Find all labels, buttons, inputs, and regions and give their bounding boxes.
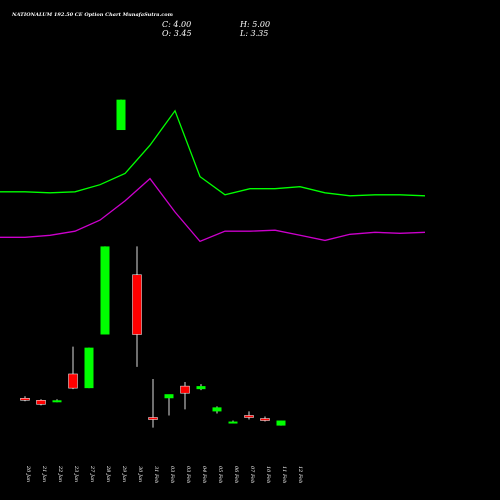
- x-tick-label: 22 Jan: [57, 465, 63, 482]
- candle-body-14: [244, 415, 254, 418]
- candle-body-3: [68, 373, 78, 389]
- candle-body-15: [260, 418, 270, 421]
- candle-body-10: [180, 385, 190, 394]
- low-value: L: 3.35: [240, 29, 269, 38]
- x-tick-label: 21 Jan: [41, 465, 47, 482]
- candle-body-2: [52, 400, 62, 403]
- x-tick-label: 03 Feb: [169, 466, 175, 483]
- candle-body-6: [116, 99, 126, 131]
- x-tick-label: 10 Feb: [265, 466, 271, 483]
- x-tick-label: 23 Jan: [73, 465, 79, 482]
- candle-body-1: [36, 400, 46, 405]
- series-line-1: [0, 177, 426, 243]
- x-tick-label: 04 Feb: [201, 466, 207, 483]
- x-tick-label: 31 Feb: [153, 466, 159, 483]
- x-tick-label: 29 Jan: [121, 465, 127, 482]
- candle-body-16: [276, 420, 286, 426]
- high-value: H: 5.00: [240, 20, 271, 29]
- x-tick-label: 03 Feb: [185, 466, 191, 483]
- series-line-0: [0, 109, 426, 197]
- candle-body-12: [212, 407, 222, 412]
- chart-title: NATIONALUM 192.50 CE Option Chart Munafa…: [12, 12, 173, 18]
- candle-body-8: [148, 417, 158, 420]
- x-tick-label: 11 Feb: [281, 466, 287, 483]
- x-tick-label: 27 Jan: [89, 465, 95, 482]
- x-tick-label: 28 Jan: [105, 465, 111, 482]
- candle-body-9: [164, 394, 174, 399]
- close-value: C: 4.00: [162, 20, 192, 29]
- candle-body-13: [228, 421, 238, 424]
- x-tick-label: 20 Jan: [25, 465, 31, 482]
- open-value: O: 3.45: [162, 29, 192, 38]
- x-tick-label: 05 Feb: [217, 466, 223, 483]
- x-tick-label: 06 Feb: [233, 466, 239, 483]
- candle-body-4: [84, 347, 94, 389]
- candle-body-7: [132, 274, 142, 335]
- x-tick-label: 07 Feb: [249, 466, 255, 483]
- x-tick-label: 12 Feb: [297, 466, 303, 483]
- x-tick-label: 30 Jan: [137, 466, 143, 482]
- candle-body-11: [196, 386, 206, 390]
- candle-body-0: [20, 398, 30, 401]
- candle-body-5: [100, 246, 110, 335]
